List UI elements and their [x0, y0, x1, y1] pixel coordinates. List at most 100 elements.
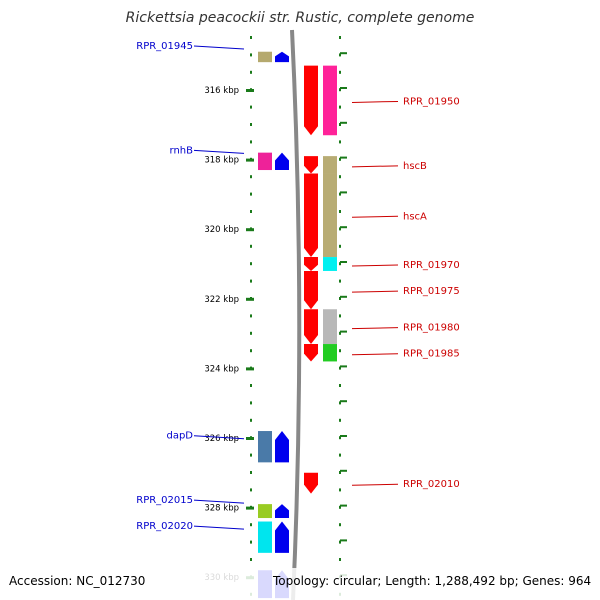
forward-gene: RPR_02020 [136, 521, 289, 553]
ruler-dot [339, 192, 341, 196]
gene-label-leader [351, 264, 399, 267]
kbp-tick-label: 324 kbp [204, 364, 239, 374]
gene-label-leader [193, 45, 245, 50]
ruler-dot [250, 453, 252, 457]
gene-label-leader [351, 165, 399, 168]
left-dotted-ruler [250, 36, 252, 596]
ruler-dot [250, 36, 252, 39]
gene-cog-box [258, 431, 272, 463]
ruler-dot [339, 331, 341, 335]
ruler-dot [339, 175, 341, 179]
reverse-gene: hscA [304, 173, 427, 258]
kbp-minor-tick [340, 435, 347, 437]
reverse-strand-genes: RPR_01950 hscB hscA RPR_01970 RPR_01975 RPR_0… [304, 65, 460, 494]
gene-cog-box [323, 156, 337, 174]
ruler-dot [339, 88, 341, 92]
forward-gene: dapD [166, 431, 289, 463]
forward-gene-arrow [275, 504, 289, 519]
ruler-dot [250, 262, 252, 266]
kbp-minor-tick [340, 226, 347, 229]
reverse-gene-arrow [304, 472, 318, 494]
ruler-dot [250, 279, 252, 283]
ruler-dot [250, 192, 252, 196]
ruler-dot [339, 384, 341, 387]
kbp-tick [246, 437, 254, 440]
ruler-dot [250, 175, 252, 179]
kbp-tick [246, 228, 254, 232]
ruler-dot [339, 105, 341, 109]
ruler-dot [339, 36, 341, 39]
accession-text: Accession: NC_012730 [9, 574, 146, 588]
gene-cog-box [323, 309, 337, 345]
ruler-dot [339, 471, 341, 474]
gene-cog-box [258, 51, 272, 63]
kbp-minor-tick [340, 87, 347, 89]
forward-gene: RPR_02015 [136, 495, 289, 519]
gene-cog-box [323, 257, 337, 271]
ruler-dot [339, 140, 341, 144]
kbp-minor-tick [340, 191, 347, 194]
gene-label-leader [351, 327, 399, 330]
forward-gene: RPR_01945 [136, 41, 289, 63]
ruler-dot [250, 523, 252, 527]
ruler-dot [250, 540, 252, 544]
kbp-minor-tick [340, 330, 347, 333]
ruler-dot [339, 314, 341, 318]
ruler-dot [250, 140, 252, 144]
kbp-minor-tick [340, 504, 347, 507]
ruler-dot [339, 262, 341, 266]
forward-strand-genes: RPR_01945 rnhB dapD RPR_02015 RPR_02020 [136, 41, 289, 599]
gene-label: RPR_01945 [136, 41, 193, 52]
gene-label: RPR_01985 [403, 349, 460, 360]
ruler-dot [250, 331, 252, 335]
gene-label-leader [351, 353, 399, 356]
footer-backdrop [0, 568, 600, 600]
gene-label: hscA [403, 211, 427, 222]
gene-cog-box [323, 65, 337, 136]
kbp-tick-label: 322 kbp [204, 295, 239, 305]
kbp-minor-tick [340, 156, 347, 159]
kbp-minor-tick [340, 52, 347, 55]
ruler-dot [339, 540, 341, 544]
ruler-dot [250, 53, 252, 57]
ruler-dot [339, 70, 341, 74]
ruler-dot [250, 349, 252, 353]
gene-label-leader [193, 149, 245, 154]
gene-label-leader [193, 499, 245, 504]
gene-label-leader [351, 100, 399, 103]
gene-label-leader [193, 435, 245, 440]
forward-gene-arrow [275, 521, 289, 553]
gene-cog-box [323, 344, 337, 362]
reverse-gene: RPR_01950 [304, 65, 460, 136]
kbp-tick-label: 316 kbp [204, 86, 239, 96]
reverse-gene: RPR_02010 [304, 472, 460, 494]
gene-label-leader [351, 290, 399, 293]
gene-label: RPR_02010 [403, 479, 460, 490]
forward-gene-arrow [275, 152, 289, 171]
kbp-tick [246, 89, 254, 92]
reverse-gene-arrow [304, 270, 318, 310]
reverse-gene-arrow [304, 309, 318, 345]
kbp-tick [246, 297, 254, 301]
ruler-dot [250, 210, 252, 213]
gene-cog-box [258, 152, 272, 171]
gene-label: dapD [166, 431, 193, 442]
kbp-minor-tick [340, 295, 347, 298]
kbp-tick [246, 506, 254, 510]
gene-cog-box [258, 521, 272, 553]
kbp-tick-label: 318 kbp [204, 156, 239, 166]
ruler-dot [339, 244, 341, 248]
genome-summary-text: Topology: circular; Length: 1,288,492 bp… [273, 574, 592, 588]
ruler-dot [250, 488, 252, 492]
kbp-minor-tick [340, 539, 347, 542]
genome-backbone-arc [290, 29, 302, 600]
kbp-tick-label: 326 kbp [204, 434, 239, 444]
kbp-minor-tick [340, 400, 347, 403]
ruler-dot [339, 366, 341, 370]
ruler-dot [250, 471, 252, 474]
ruler-dot [339, 401, 341, 405]
reverse-gene: RPR_01980 [304, 309, 460, 345]
ruler-dot [250, 314, 252, 318]
ruler-dot [339, 279, 341, 283]
ruler-dot [339, 558, 341, 561]
